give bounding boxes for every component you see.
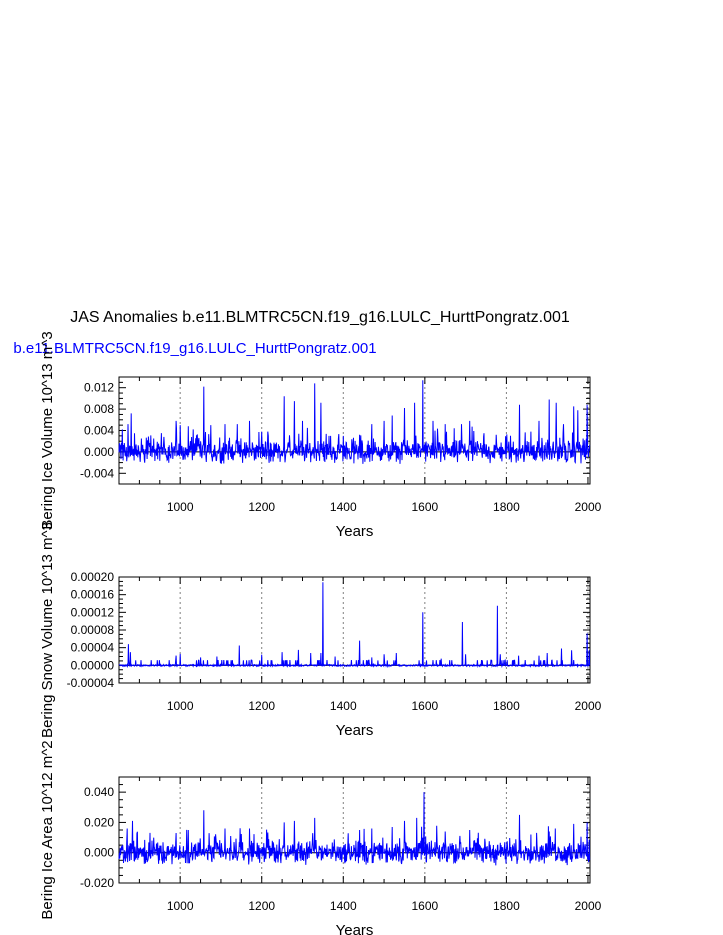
x-axis-label: Years (336, 922, 374, 935)
x-tick-label: 1800 (493, 899, 520, 913)
plot-frame (118, 576, 591, 684)
x-tick-label: 1600 (411, 699, 438, 713)
panels: 1000 1200 1400 1600 1800 2000 -0.004 0.000 0.004… (39, 331, 602, 935)
x-tick-label: 1000 (167, 699, 194, 713)
y-tick-label: 0.00020 (71, 570, 115, 584)
y-tick-label: 0.020 (84, 815, 114, 829)
x-tick-label: 1200 (248, 699, 275, 713)
y-tick-label: 0.000 (84, 846, 114, 860)
y-tick-label: 0.00016 (71, 588, 115, 602)
panel-1: 1000 1200 1400 1600 1800 2000 -0.004 0.000 0.004… (39, 331, 602, 540)
y-tick-label: 0.00012 (71, 605, 115, 619)
y-tick-label: 0.012 (84, 381, 114, 395)
chart-subtitle: b.e11.BLMTRC5CN.f19_g16.LULC_HurttPongra… (13, 340, 376, 357)
y-tick-label: 0.00000 (71, 658, 115, 672)
x-axis-label: Years (336, 523, 374, 540)
x-tick-label: 2000 (575, 699, 602, 713)
x-tick-label: 1000 (167, 899, 194, 913)
x-tick-label: 1200 (248, 899, 275, 913)
y-tick-label: -0.020 (80, 876, 114, 890)
y-axis-label: Bering Ice Area 10^12 m^2 (39, 740, 56, 919)
x-tick-label: 1400 (330, 699, 357, 713)
y-tick-label: 0.00008 (71, 623, 115, 637)
y-tick-label: 0.040 (84, 785, 114, 799)
series-line (118, 380, 591, 464)
x-tick-label: 1600 (411, 500, 438, 514)
y-tick-label: -0.004 (80, 466, 114, 480)
series-line (118, 792, 591, 866)
x-tick-label: 2000 (575, 500, 602, 514)
x-tick-label: 1000 (167, 500, 194, 514)
y-tick-label: 0.000 (84, 445, 114, 459)
y-tick-label: -0.00004 (67, 676, 115, 690)
x-tick-label: 1200 (248, 500, 275, 514)
x-axis-label: Years (336, 722, 374, 739)
series-line (118, 582, 591, 669)
panel-3: 1000 1200 1400 1600 1800 2000 -0.020 0.000 0.020… (39, 740, 602, 935)
y-tick-label: 0.008 (84, 402, 114, 416)
x-tick-label: 1800 (493, 500, 520, 514)
x-tick-label: 1600 (411, 899, 438, 913)
y-tick-label: 0.004 (84, 424, 114, 438)
x-tick-label: 1400 (330, 899, 357, 913)
x-tick-label: 1400 (330, 500, 357, 514)
y-axis-label: Bering Ice Volume 10^13 m^3 (39, 331, 56, 529)
chart-title: JAS Anomalies b.e11.BLMTRC5CN.f19_g16.LU… (70, 309, 570, 326)
panel-2: 1000 1200 1400 1600 1800 2000 -0.00004 0.00000 0… (39, 522, 602, 739)
y-tick-label: 0.00004 (71, 641, 115, 655)
x-tick-label: 1800 (493, 699, 520, 713)
y-axis-label: Bering Snow Volume 10^13 m^3 (39, 522, 56, 738)
x-tick-label: 2000 (575, 899, 602, 913)
